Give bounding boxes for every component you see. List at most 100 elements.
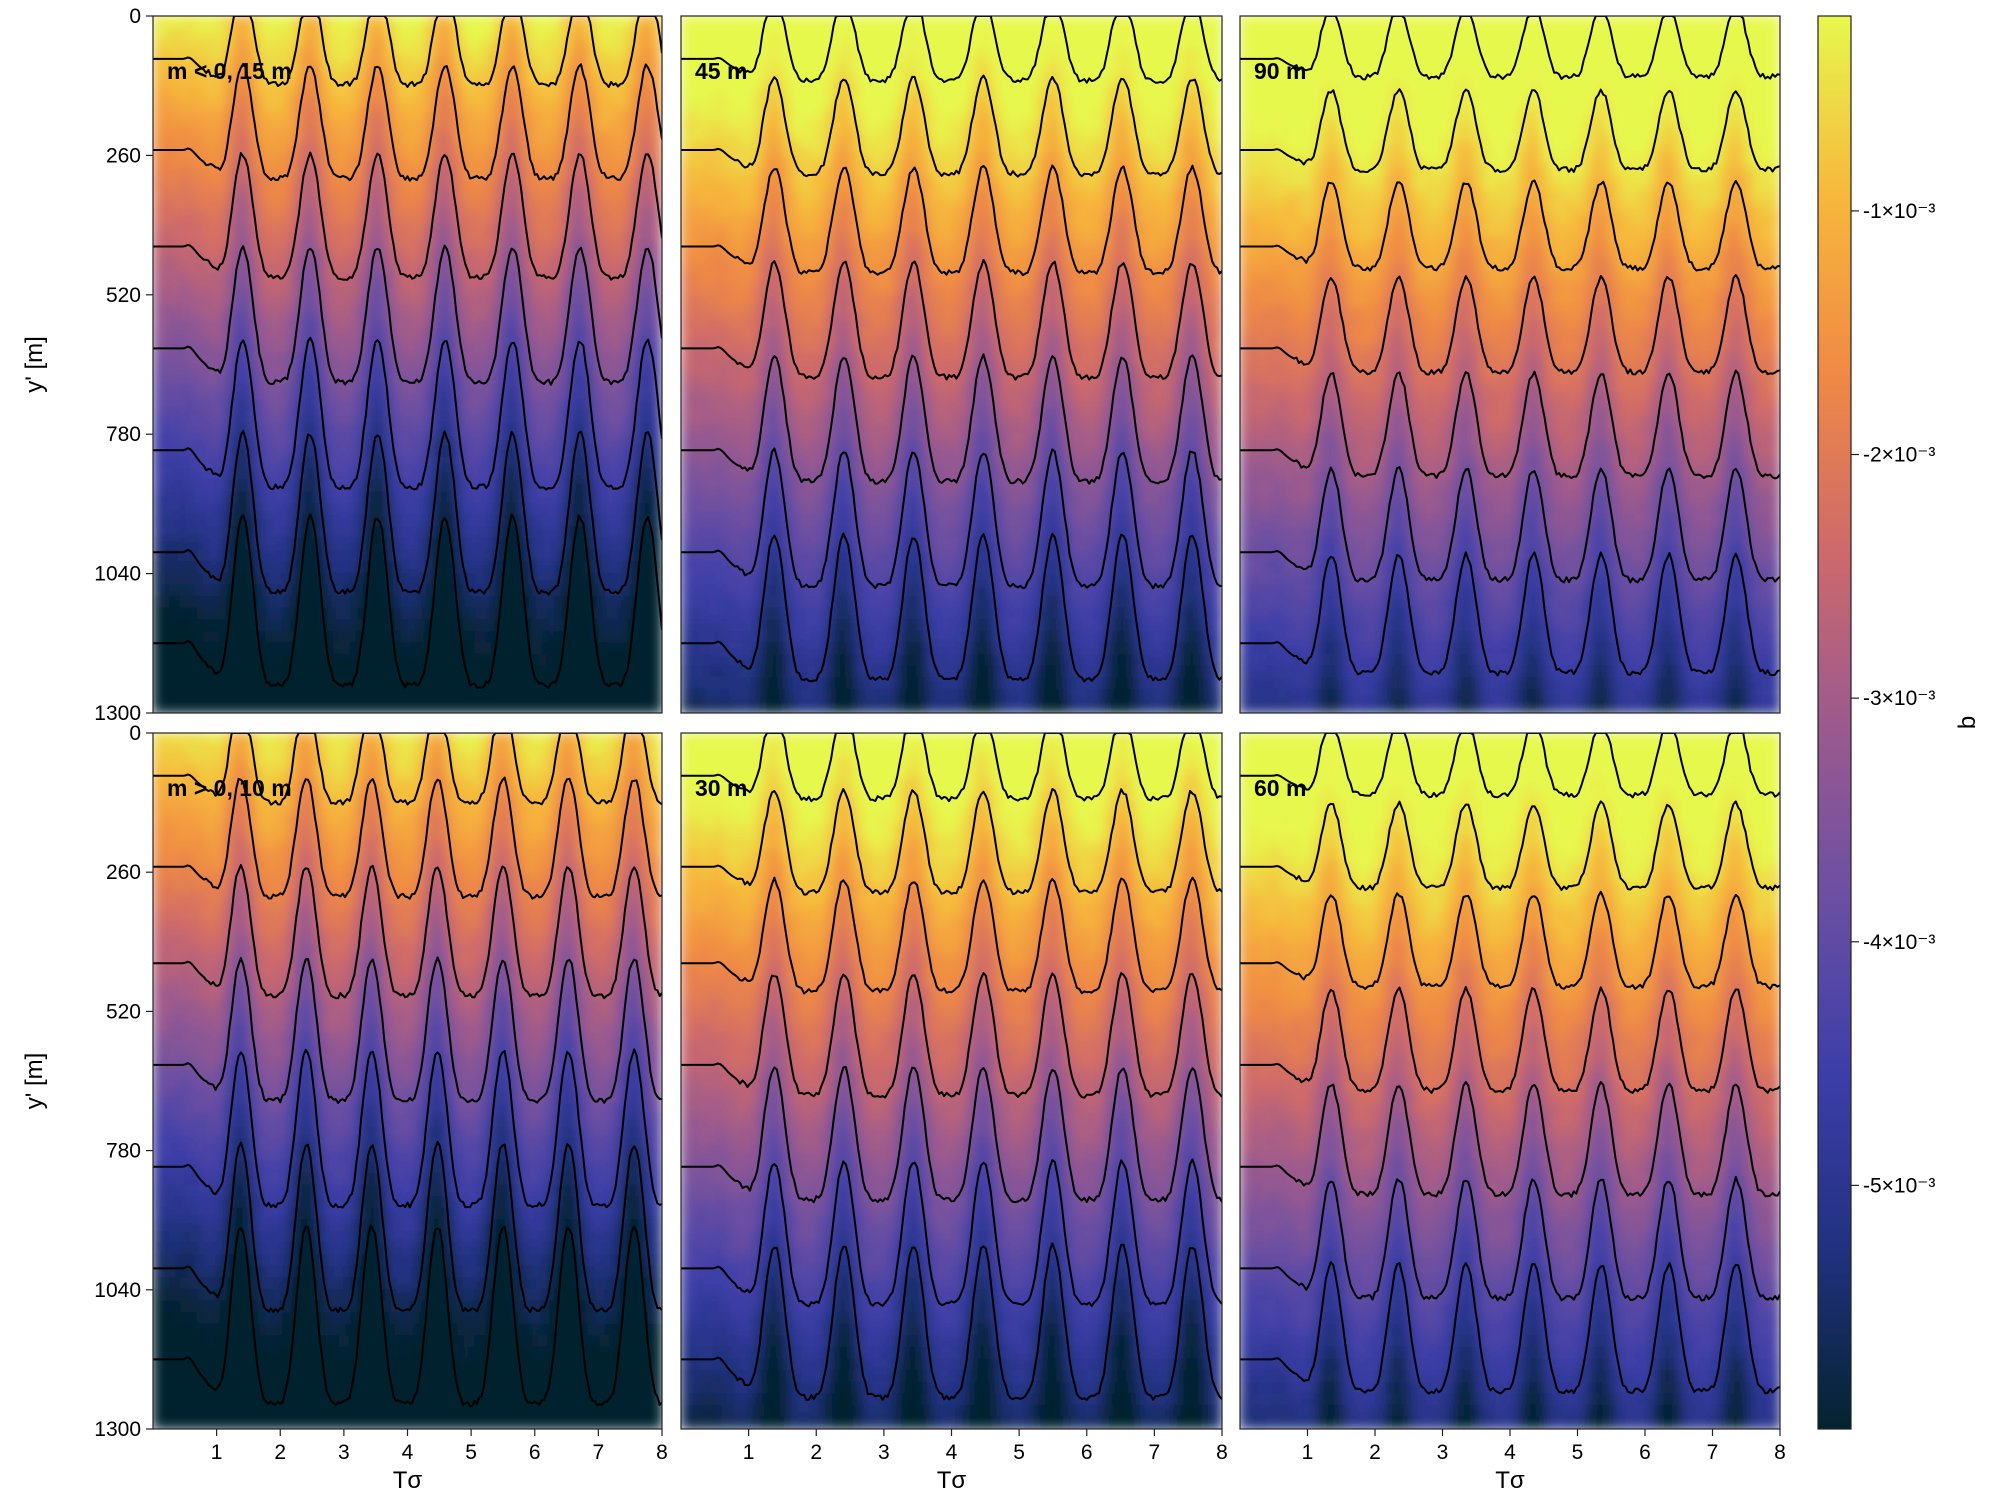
heatmap-cell [412,16,420,29]
heatmap-cell [536,26,545,41]
heatmap-cell [593,410,601,424]
heatmap-cell [310,224,319,238]
heatmap-cell [293,16,302,29]
heatmap-cell [372,247,381,261]
heatmap-cell [316,49,324,64]
heatmap-cell [153,270,160,285]
heatmap-cell [598,317,607,331]
heatmap-cell [248,642,256,656]
heatmap-cell [451,270,460,285]
heatmap-cell [383,375,392,389]
heatmap-cell [547,386,556,401]
heatmap-cell [214,177,222,192]
heatmap-cell [542,619,550,633]
heatmap-cell [361,561,369,575]
heatmap-cell [153,189,160,203]
heatmap-cell [468,26,477,41]
heatmap-cell [287,688,296,703]
heatmap-cell [191,421,200,436]
heatmap-cell [236,84,245,99]
heatmap-cell [514,688,522,703]
heatmap-cell [259,270,268,285]
heatmap-cell [576,630,584,645]
heatmap-cell [468,595,477,610]
heatmap-cell [604,73,613,87]
heatmap-cell [581,642,590,656]
heatmap-cell [491,514,499,529]
heatmap-cell [153,38,160,52]
heatmap-cell [299,189,307,203]
heatmap-cell [344,561,352,575]
heatmap-cell [587,375,596,389]
heatmap-cell [570,595,579,610]
heatmap-cell [497,653,505,668]
heatmap-cell [153,386,160,401]
heatmap-cell [231,584,239,598]
heatmap-cell [593,375,601,389]
heatmap-cell [525,433,533,447]
heatmap-cell [236,200,245,215]
heatmap-cell [355,293,364,308]
heatmap-cell [480,189,488,203]
heatmap-cell [485,665,494,680]
heatmap-cell [615,421,624,436]
heatmap-cell [338,328,347,343]
heatmap-cell [615,549,624,563]
heatmap-cell [180,61,188,76]
heatmap-cell [553,502,562,517]
heatmap-cell [542,26,550,41]
heatmap-cell [615,38,624,52]
heatmap-cell [327,677,335,691]
heatmap-cell [219,526,228,540]
heatmap-cell [304,317,313,331]
heatmap-cell [446,502,454,517]
heatmap-cell [497,73,505,87]
heatmap-cell [344,619,352,633]
heatmap-cell [270,549,279,563]
heatmap-cell [333,363,341,378]
heatmap-cell [265,49,273,64]
heatmap-cell [287,421,296,436]
heatmap-cell [338,351,347,366]
heatmap-cell [253,375,262,389]
heatmap-cell [542,561,550,575]
heatmap-cell [355,305,364,319]
heatmap-cell [180,491,188,505]
heatmap-cell [276,131,285,145]
heatmap-cell [378,107,386,122]
heatmap-cell [185,61,194,76]
heatmap-cell [406,421,415,436]
heatmap-cell [361,386,369,401]
heatmap-cell [480,38,488,52]
heatmap-cell [236,479,245,494]
heatmap-cell [180,642,188,656]
heatmap-cell [180,584,188,598]
heatmap-cell [276,619,285,633]
heatmap-cell [214,154,222,168]
heatmap-cell [468,166,477,180]
heatmap-cell [327,38,335,52]
heatmap-cell [576,107,584,122]
heatmap-cell [383,642,392,656]
heatmap-cell [519,258,528,273]
heatmap-cell [304,258,313,273]
heatmap-cell [231,491,239,505]
heatmap-cell [180,572,188,587]
heatmap-cell [265,456,273,470]
heatmap-cell [536,688,545,703]
heatmap-cell [406,84,415,99]
heatmap-cell [344,305,352,319]
heatmap-cell [525,282,533,296]
heatmap-cell [219,189,228,203]
heatmap-cell [208,514,217,529]
heatmap-cell [457,677,466,691]
heatmap-cell [429,363,437,378]
heatmap-cell [406,107,415,122]
heatmap-cell [412,502,420,517]
heatmap-cell [542,340,550,354]
heatmap-cell [587,537,596,552]
heatmap-cell [434,491,443,505]
heatmap-cell [338,247,347,261]
heatmap-cell [570,653,579,668]
heatmap-cell [525,491,533,505]
